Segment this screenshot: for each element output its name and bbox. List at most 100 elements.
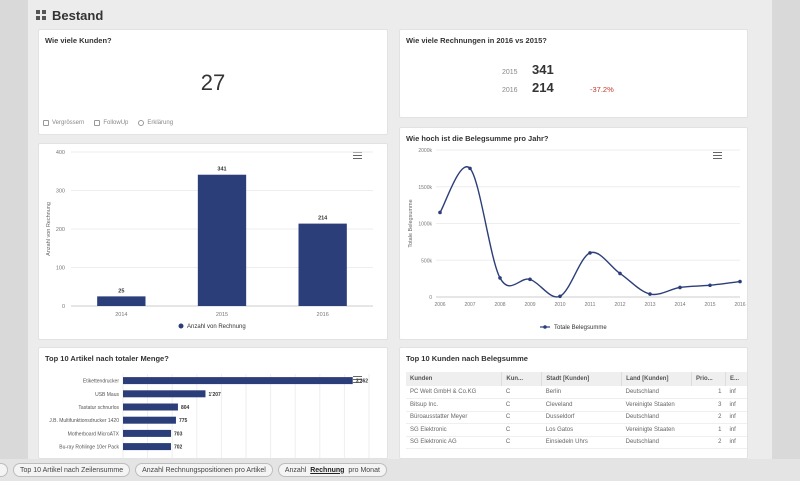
followup-link[interactable]: FollowUp [94, 120, 128, 126]
column-header[interactable]: Kun... [502, 372, 542, 386]
data-point[interactable] [528, 278, 532, 282]
bar-data-label: 703 [174, 431, 183, 437]
bar-data-label: 3'362 [356, 379, 369, 385]
table-row[interactable]: PC Welt GmbH & Co.KG C Berlin Deutschlan… [406, 386, 748, 399]
x-tick-label: 2016 [734, 302, 745, 308]
comparison-row-2015: 2015 341 [502, 62, 590, 77]
bar[interactable] [97, 296, 145, 306]
bar[interactable] [123, 443, 171, 450]
right-margin [772, 0, 800, 481]
kpi-title: Wie viele Kunden? [45, 36, 112, 45]
x-tick-label: 2013 [644, 302, 655, 308]
bottom-tab-bar: Top 10 Artikel nach Zeilensumme Anzahl R… [0, 459, 800, 481]
legend-marker [543, 325, 547, 329]
data-point[interactable] [618, 272, 622, 276]
bar-data-label: 702 [174, 445, 183, 451]
table-row[interactable]: SG Elektronic C Los Gatos Vereinigte Sta… [406, 424, 748, 437]
explanation-link[interactable]: Erklärung [138, 120, 173, 126]
comparison-row-2016: 2016 214 -37.2% [502, 80, 614, 95]
data-point[interactable] [678, 286, 682, 290]
column-header[interactable]: Kunden [406, 372, 502, 386]
category-label: Motherboard MicroATX [68, 431, 120, 437]
comparison-value: 341 [532, 62, 590, 77]
bar[interactable] [123, 417, 176, 424]
data-point[interactable] [438, 211, 442, 215]
y-tick-label: 0 [62, 304, 65, 310]
column-header[interactable]: Land [Kunden] [622, 372, 692, 386]
x-tick-label: 2014 [115, 312, 127, 318]
bar[interactable] [123, 404, 178, 411]
data-point[interactable] [558, 294, 562, 298]
table-cell: Cleveland [542, 399, 622, 412]
legend-marker [179, 324, 184, 329]
bar-data-label: 804 [181, 405, 190, 411]
legend-label[interactable]: Anzahl von Rechnung [187, 324, 246, 330]
table-cell: C [502, 424, 542, 437]
table-cell: C [502, 386, 542, 399]
x-tick-label: 2014 [674, 302, 685, 308]
table-cell: Deutschland [622, 436, 692, 449]
kpi-card: Wie viele Kunden? 27 Vergrössern FollowU… [38, 29, 388, 135]
table-cell: 1 [692, 424, 726, 437]
bottom-tab-top10-articles-linesum[interactable]: Top 10 Artikel nach Zeilensumme [13, 463, 130, 477]
column-header[interactable]: E... [726, 372, 749, 386]
bar-data-label: 1'207 [208, 392, 221, 398]
table-cell: inf [726, 436, 749, 449]
dashboard-grid-icon [36, 10, 46, 20]
bar[interactable] [123, 390, 205, 397]
y-tick-label: 0 [429, 295, 432, 301]
table-cell: Los Gatos [542, 424, 622, 437]
table-row[interactable]: SG Elektronic AG C Einsiedeln Uhrs Deuts… [406, 436, 748, 449]
table-cell: Vereinigte Staaten [622, 399, 692, 412]
data-point[interactable] [498, 276, 502, 280]
customers-table: Kunden Kun... Stadt [Kunden] Land [Kunde… [406, 372, 748, 449]
y-tick-label: 500k [421, 258, 432, 264]
comparison-title: Wie viele Rechnungen in 2016 vs 2015? [406, 36, 547, 45]
data-point[interactable] [708, 283, 712, 287]
table-row[interactable]: Büroausstatter Meyer C Dusseldorf Deutsc… [406, 411, 748, 424]
y-tick-label: 100 [56, 266, 65, 272]
table-cell: C [502, 436, 542, 449]
bar[interactable] [198, 175, 246, 306]
tab-label-prefix: Anzahl [285, 467, 308, 474]
customers-title: Top 10 Kunden nach Belegsumme [406, 354, 528, 363]
table-row[interactable]: Bitsup Inc. C Cleveland Vereinigte Staat… [406, 399, 748, 412]
tab-label-suffix: pro Monat [346, 467, 379, 474]
data-point[interactable] [648, 292, 652, 296]
table-cell: Deutschland [622, 386, 692, 399]
y-tick-label: 200 [56, 227, 65, 233]
data-point[interactable] [588, 251, 592, 255]
table-cell: PC Welt GmbH & Co.KG [406, 386, 502, 399]
table-cell: Bitsup Inc. [406, 399, 502, 412]
legend-label[interactable]: Totale Belegsumme [554, 325, 607, 331]
table-cell: C [502, 411, 542, 424]
x-tick-label: 2009 [524, 302, 535, 308]
followup-label: FollowUp [103, 120, 128, 126]
customers-card: Top 10 Kunden nach Belegsumme Kunden Kun… [399, 347, 748, 459]
data-point[interactable] [468, 167, 472, 171]
bottom-tab-invoice-positions[interactable]: Anzahl Rechnungspositionen pro Artikel [135, 463, 273, 477]
table-cell: inf [726, 411, 749, 424]
help-icon [138, 120, 144, 126]
enlarge-link[interactable]: Vergrössern [43, 120, 84, 126]
comparison-year: 2015 [502, 69, 532, 76]
category-label: Etikettendrucker [83, 379, 119, 385]
tab-label: Top 10 Artikel nach Zeilensumme [20, 467, 123, 474]
y-axis-label: Totale Belegsumme [408, 199, 414, 247]
bar-data-label: 341 [217, 167, 226, 173]
bottom-tab-partial[interactable] [0, 463, 8, 477]
bar-data-label: 25 [118, 288, 124, 294]
column-header[interactable]: Stadt [Kunden] [542, 372, 622, 386]
table-cell: Berlin [542, 386, 622, 399]
column-header[interactable]: Prio... [692, 372, 726, 386]
x-tick-label: 2007 [464, 302, 475, 308]
bar[interactable] [123, 430, 171, 437]
y-axis-label: Anzahl von Rechnung [46, 202, 52, 256]
comparison-delta: -37.2% [590, 85, 614, 94]
bar[interactable] [299, 224, 347, 306]
x-tick-label: 2011 [585, 302, 596, 308]
bottom-tab-invoices-per-month[interactable]: Anzahl Rechnung pro Monat [278, 463, 387, 477]
data-point[interactable] [738, 280, 742, 284]
bar[interactable] [123, 377, 353, 384]
table-cell: C [502, 399, 542, 412]
